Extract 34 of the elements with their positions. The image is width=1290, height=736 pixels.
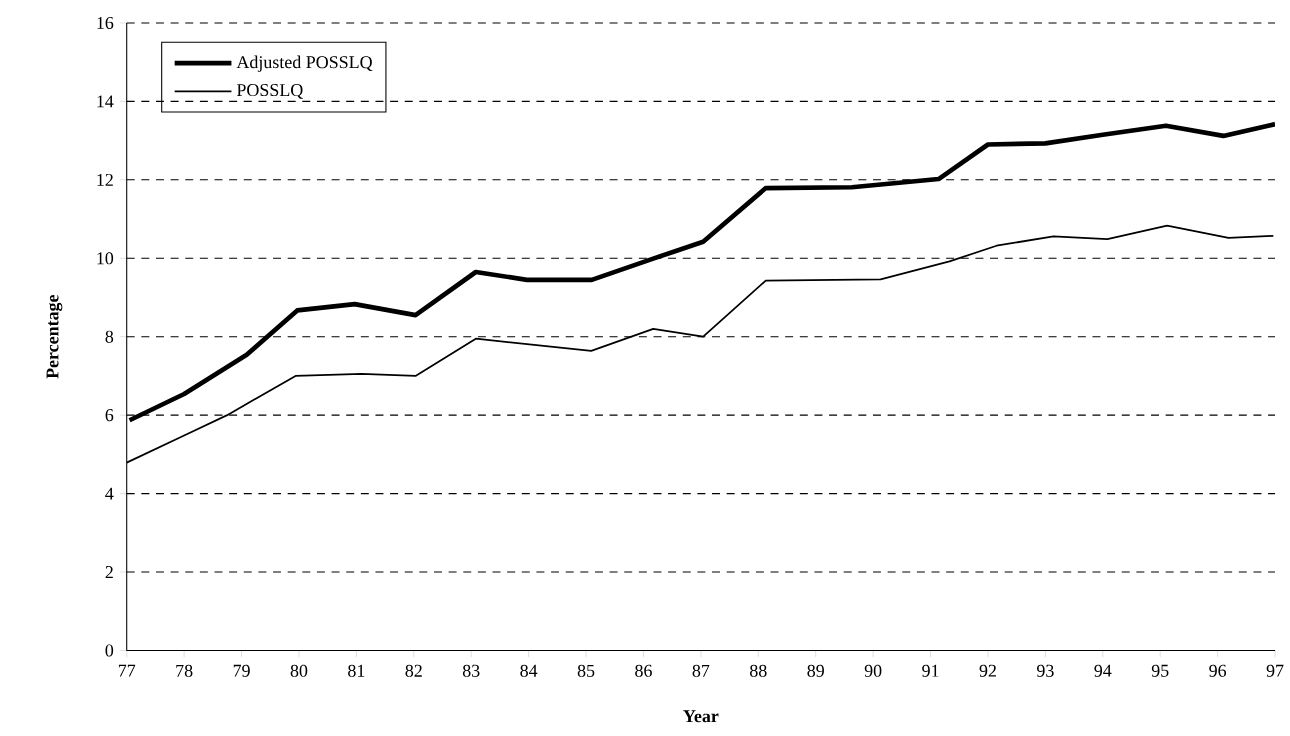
x-tick-label: 85 [577,664,595,677]
legend-label: POSSLQ [236,83,303,99]
x-tick-label: 79 [233,664,250,677]
x-tick-label: 81 [348,664,365,677]
x-tick-label: 95 [1151,664,1169,677]
x-tick-label: 86 [635,664,652,677]
x-tick-label: 91 [922,664,939,677]
y-tick-label: 16 [97,16,114,29]
y-tick-label: 8 [105,330,114,343]
x-tick-label: 78 [176,664,193,677]
x-tick-label: 80 [290,664,308,677]
x-tick-label: 83 [462,664,480,677]
y-tick-label: 12 [97,173,113,186]
x-tick-label: 87 [692,664,710,677]
x-tick-label: 94 [1094,664,1112,677]
y-tick-label: 4 [105,487,114,500]
legend-label: Adjusted POSSLQ [236,55,373,72]
y-tick-label: 14 [97,95,114,108]
x-tick-label: 96 [1209,664,1227,677]
y-tick-label: 10 [97,252,114,265]
x-tick-label: 89 [807,664,824,677]
y-axis-title: Percentage [46,294,63,379]
y-tick-label: 0 [105,644,114,657]
y-tick-label: 2 [105,565,113,578]
x-tick-label: 92 [979,664,996,677]
x-tick-label: 88 [750,664,767,677]
x-tick-label: 82 [405,664,422,677]
x-tick-label: 77 [118,664,136,677]
x-axis-title: Year [683,710,719,723]
x-tick-label: 93 [1036,664,1054,677]
x-tick-label: 97 [1266,664,1284,677]
y-tick-label: 6 [105,408,114,422]
x-tick-label: 84 [520,664,538,677]
x-tick-label: 90 [864,664,882,677]
